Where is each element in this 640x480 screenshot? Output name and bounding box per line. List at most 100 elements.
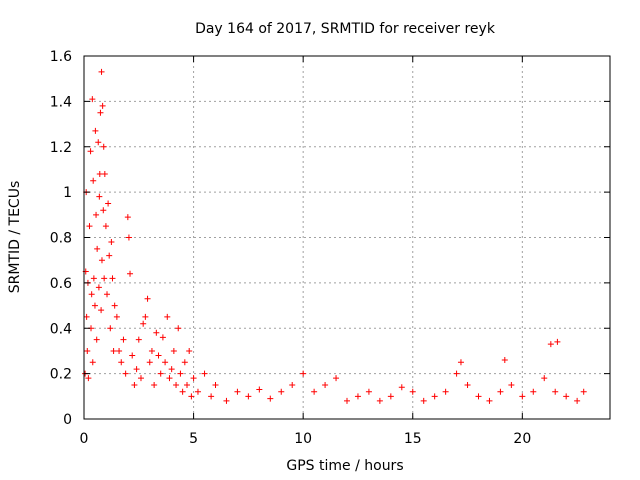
data-point: [177, 370, 184, 377]
data-point: [486, 397, 493, 404]
data-point: [87, 148, 94, 155]
y-axis-label: SRMTID / TECUs: [7, 181, 23, 294]
data-point: [166, 375, 173, 382]
data-point: [530, 388, 537, 395]
data-point: [194, 388, 201, 395]
data-point: [547, 341, 554, 348]
data-point: [135, 336, 142, 343]
data-point: [387, 393, 394, 400]
data-point: [106, 252, 113, 259]
data-point: [475, 393, 482, 400]
data-point: [90, 275, 97, 282]
data-point: [188, 393, 195, 400]
data-point: [101, 275, 108, 282]
data-point: [267, 395, 274, 402]
data-point: [354, 393, 361, 400]
data-point: [159, 334, 166, 341]
data-point: [574, 397, 581, 404]
data-point: [223, 397, 230, 404]
data-point: [90, 177, 97, 184]
x-tick-label: 10: [294, 431, 312, 447]
data-point: [92, 127, 99, 134]
data-point: [129, 352, 136, 359]
data-point: [101, 170, 108, 177]
data-point: [153, 329, 160, 336]
data-point: [376, 397, 383, 404]
data-point: [501, 357, 508, 364]
data-point: [464, 381, 471, 388]
data-point: [420, 397, 427, 404]
data-point: [110, 347, 117, 354]
plot-frame: [83, 55, 611, 420]
data-point: [120, 336, 127, 343]
data-point: [98, 307, 105, 314]
data-point: [333, 375, 340, 382]
data-point: [99, 102, 106, 109]
data-point: [100, 207, 107, 214]
data-point: [94, 245, 101, 252]
data-point: [563, 393, 570, 400]
data-point: [157, 370, 164, 377]
data-point: [96, 193, 103, 200]
data-point: [212, 381, 219, 388]
data-point: [173, 381, 180, 388]
data-point: [95, 284, 102, 291]
data-point: [93, 211, 100, 218]
data-point: [311, 388, 318, 395]
data-point: [137, 375, 144, 382]
y-tick-label: 0.4: [50, 321, 72, 337]
data-point: [184, 381, 191, 388]
data-point: [84, 347, 91, 354]
data-point: [88, 291, 95, 298]
data-point: [127, 270, 134, 277]
data-point: [181, 359, 188, 366]
data-point: [93, 336, 100, 343]
data-point: [245, 393, 252, 400]
data-point: [100, 143, 107, 150]
data-point: [83, 313, 90, 320]
data-point: [322, 381, 329, 388]
y-tick-label: 0.6: [50, 276, 72, 292]
x-tick-labels: 0 5 10 15 20: [80, 431, 532, 447]
data-point: [256, 386, 263, 393]
data-point: [131, 381, 138, 388]
data-point: [162, 359, 169, 366]
x-tick-label: 20: [513, 431, 531, 447]
data-points: [82, 68, 587, 404]
y-tick-labels: 0 0.2 0.4 0.6 0.8 1 1.2 1.4 1.6: [50, 49, 72, 428]
data-point: [552, 388, 559, 395]
data-point: [365, 388, 372, 395]
data-point: [431, 393, 438, 400]
y-tick-label: 1: [63, 185, 72, 201]
data-point: [97, 109, 104, 116]
data-point: [164, 313, 171, 320]
data-point: [201, 370, 208, 377]
data-point: [109, 275, 116, 282]
grid: [84, 56, 610, 419]
data-point: [497, 388, 504, 395]
y-tick-label: 0: [63, 412, 72, 428]
x-tick-label: 0: [80, 431, 89, 447]
data-point: [234, 388, 241, 395]
data-point: [104, 291, 111, 298]
y-tick-label: 0.2: [50, 367, 72, 383]
data-point: [208, 393, 215, 400]
data-point: [89, 96, 96, 103]
data-point: [140, 320, 147, 327]
data-point: [107, 325, 114, 332]
data-point: [98, 257, 105, 264]
data-point: [300, 370, 307, 377]
data-point: [95, 139, 102, 146]
data-point: [91, 302, 98, 309]
data-point: [125, 234, 132, 241]
data-point: [108, 239, 115, 246]
data-point: [398, 384, 405, 391]
data-point: [144, 295, 151, 302]
data-point: [89, 359, 96, 366]
data-point: [554, 338, 561, 345]
x-tick-label: 5: [189, 431, 198, 447]
data-point: [179, 388, 186, 395]
y-tick-label: 0.8: [50, 231, 72, 247]
y-tick-label: 1.4: [50, 94, 72, 110]
